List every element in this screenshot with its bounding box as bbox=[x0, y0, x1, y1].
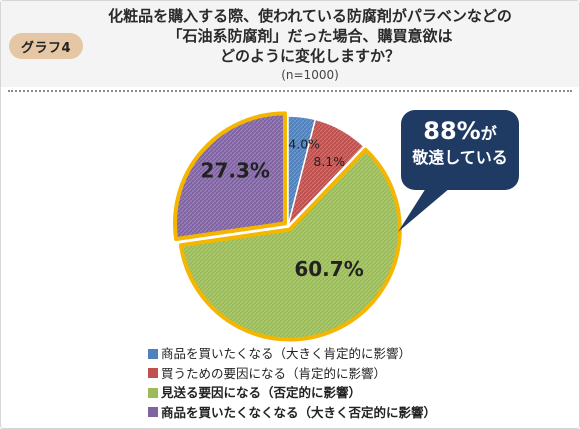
pie-slice-highlight-border bbox=[178, 147, 402, 342]
question-line-1: 化粧品を購入する際、使われている防腐剤がパラベンなどの bbox=[108, 7, 512, 25]
pie-value-label: 4.0% bbox=[288, 137, 320, 152]
legend-label: 買うための要因になる（肯定的に影響） bbox=[161, 365, 387, 381]
callout-number: 88% bbox=[423, 117, 481, 145]
callout-tail bbox=[398, 188, 450, 232]
header-band bbox=[1, 1, 579, 87]
graph-badge: グラフ4 bbox=[9, 33, 83, 59]
legend-swatch bbox=[148, 387, 158, 398]
callout-suffix: が bbox=[480, 124, 497, 143]
pie-value-label: 60.7% bbox=[294, 257, 363, 281]
legend-label: 見送る要因になる（否定的に影響） bbox=[161, 385, 362, 400]
legend-swatch bbox=[148, 368, 158, 379]
legend-label: 商品を買いたくなくなる（大きく否定的に影響） bbox=[161, 404, 437, 420]
callout-text: 88%が 敬遠している bbox=[401, 118, 519, 169]
callout-box bbox=[401, 110, 519, 190]
legend-swatch bbox=[148, 407, 158, 418]
callout-line2: 敬遠している bbox=[412, 148, 508, 167]
question-line-2: 「石油系防腐剤」だった場合、購買意欲は bbox=[167, 27, 453, 45]
legend-item: 買うための要因になる（肯定的に影響） bbox=[148, 364, 436, 384]
callout-bubble bbox=[398, 110, 519, 232]
pie-value-label: 27.3% bbox=[201, 158, 270, 182]
dotted-divider bbox=[8, 90, 572, 92]
legend: 商品を買いたくなる（大きく肯定的に影響） 買うための要因になる（肯定的に影響） … bbox=[148, 344, 436, 422]
legend-item: 商品を買いたくなる（大きく肯定的に影響） bbox=[148, 344, 436, 364]
question-line-3: どのように変化しますか？ bbox=[219, 47, 400, 65]
legend-item: 商品を買いたくなくなる（大きく否定的に影響） bbox=[148, 403, 436, 423]
pie-slice-border bbox=[287, 118, 365, 227]
sample-size: (n=1000) bbox=[281, 68, 339, 82]
legend-item: 見送る要因になる（否定的に影響） bbox=[148, 383, 436, 403]
pie-slice-highlight-border bbox=[172, 111, 287, 242]
legend-swatch bbox=[148, 348, 158, 359]
legend-label: 商品を買いたくなる（大きく肯定的に影響） bbox=[161, 346, 412, 361]
pie-value-label: 8.1% bbox=[313, 154, 345, 169]
